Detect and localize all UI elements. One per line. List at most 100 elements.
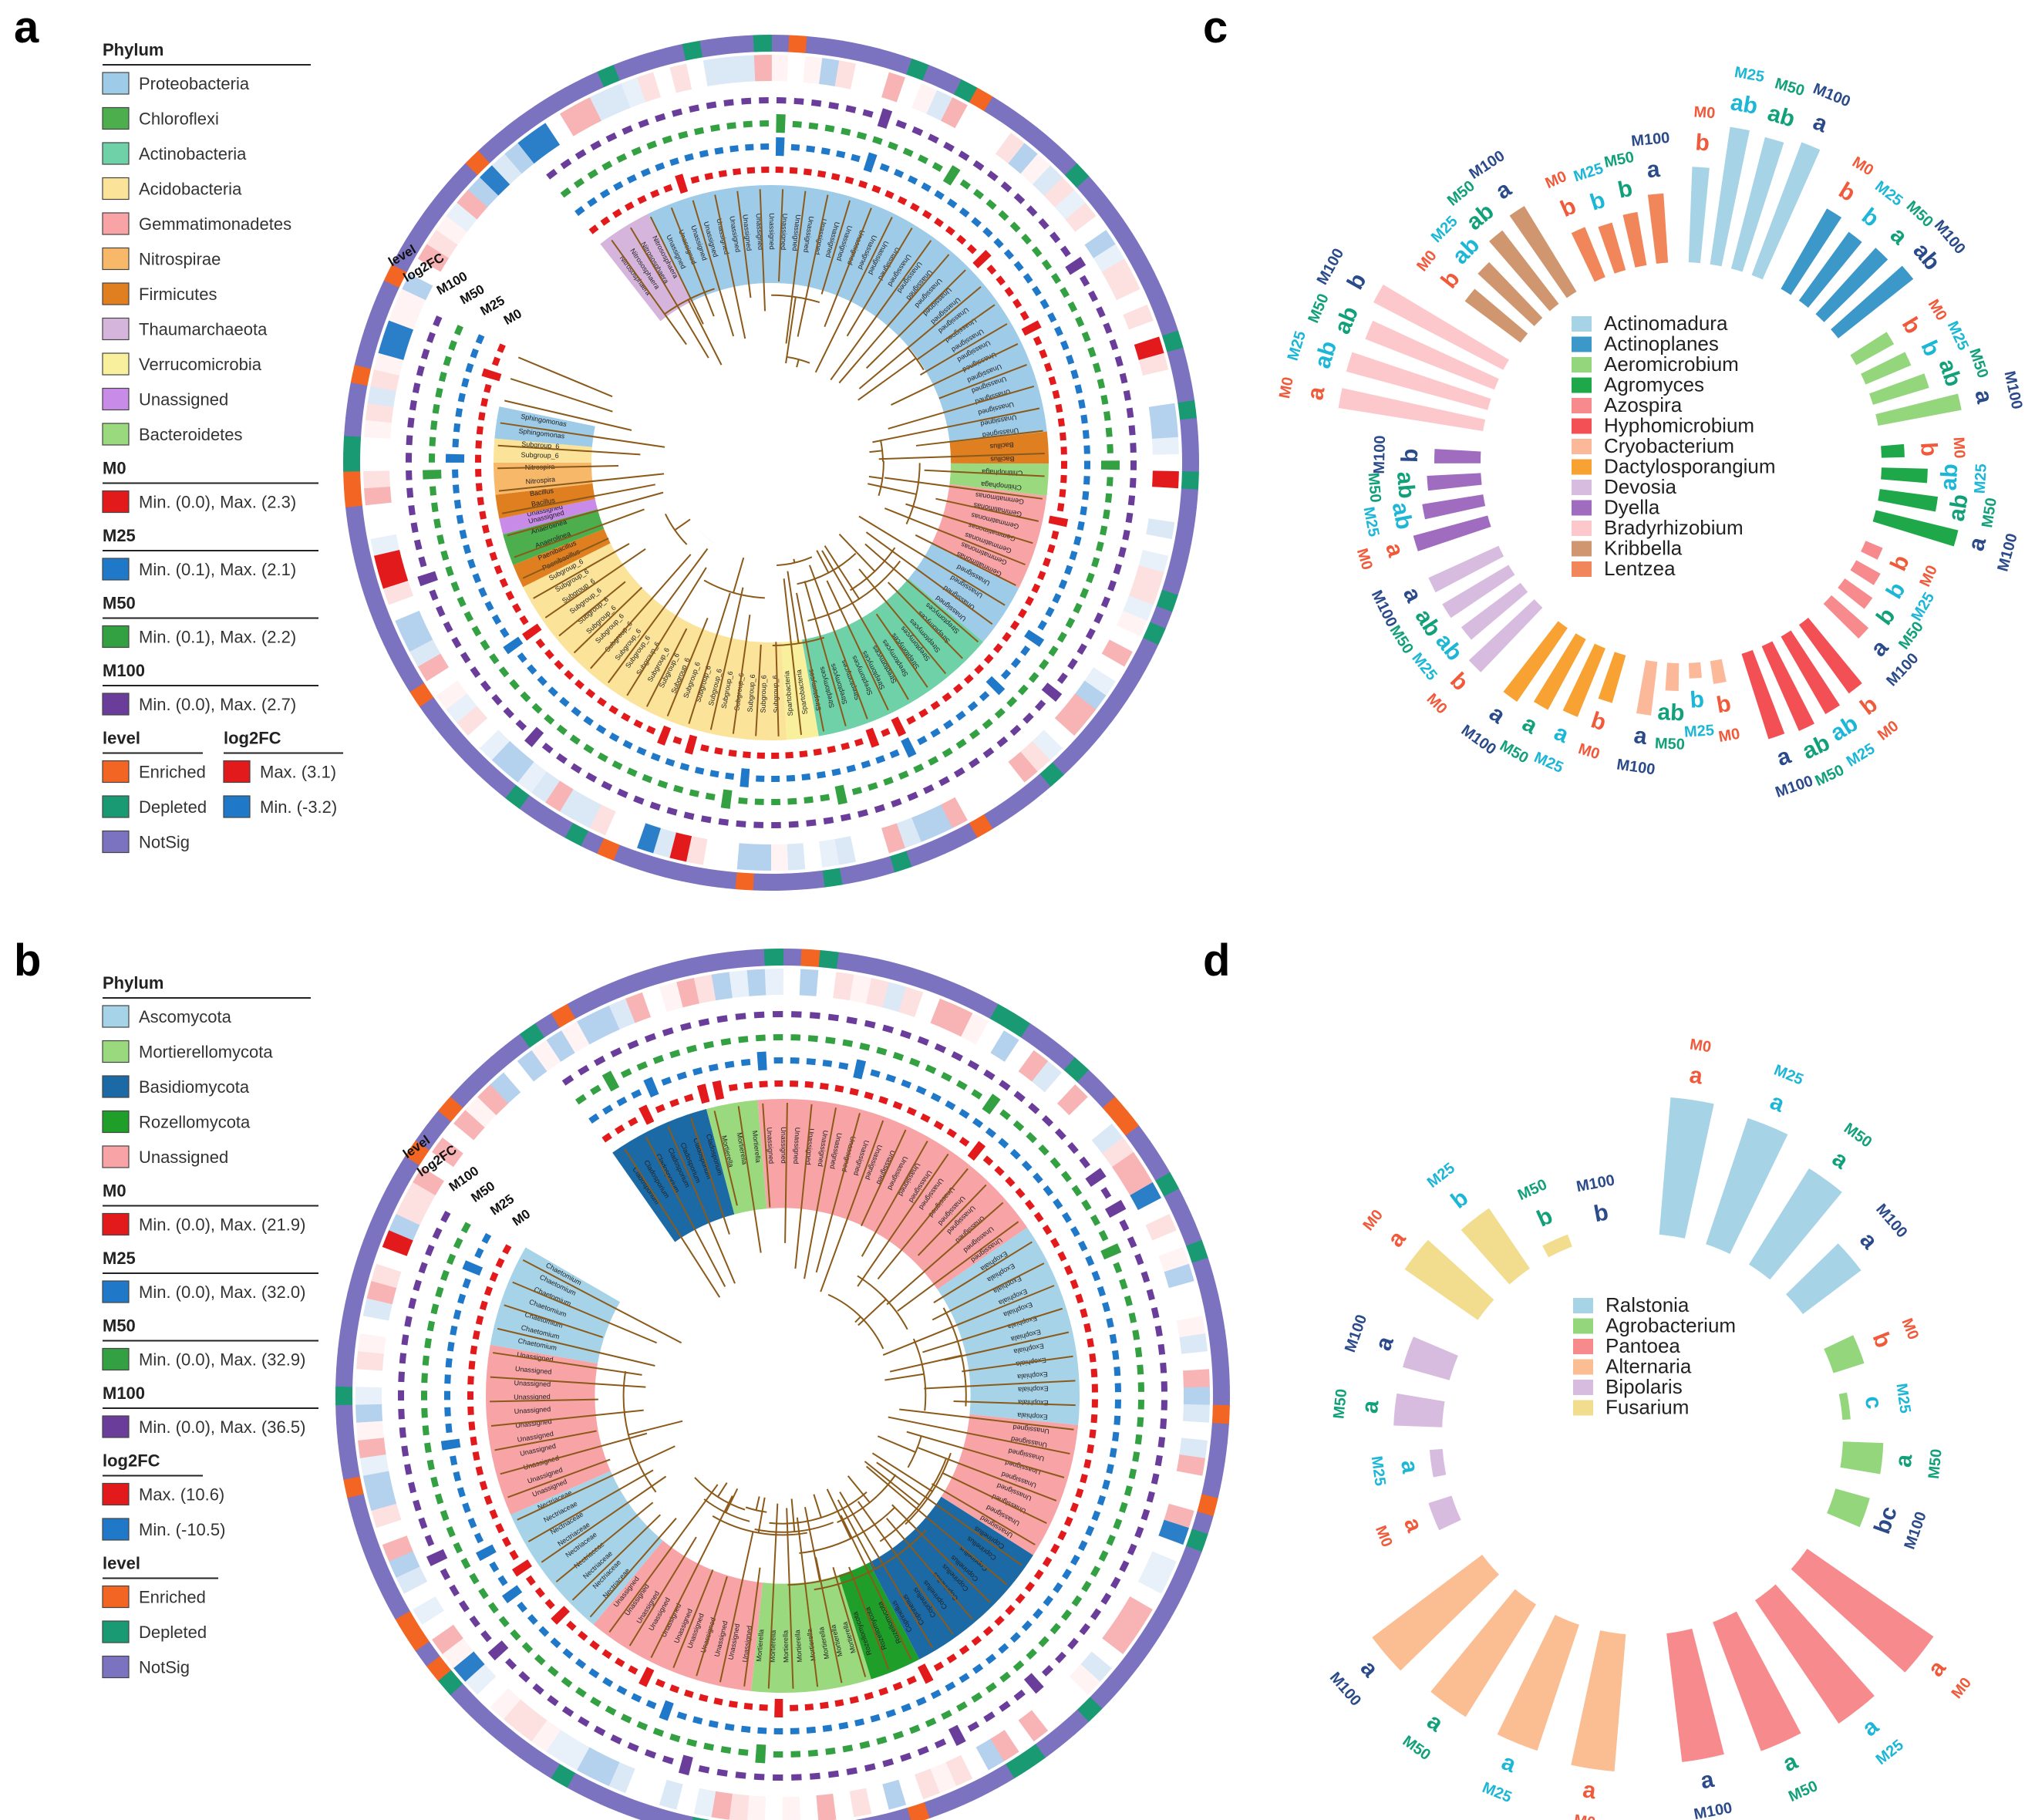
log2fc-ring-segment xyxy=(1043,177,1075,208)
tree-branch xyxy=(804,1107,837,1279)
log2fc-ring-segment xyxy=(982,123,1012,155)
abundance-ring-mark xyxy=(861,760,871,769)
level-ring-segment xyxy=(596,838,620,861)
log2fc-ring-segment xyxy=(480,164,510,196)
significance-letter: b xyxy=(1437,266,1465,293)
abundance-ring-mark xyxy=(1122,529,1130,541)
level-ring-segment xyxy=(839,40,861,61)
treatment-label: M0 xyxy=(1573,1812,1597,1820)
abundance-ring-mark xyxy=(849,1087,859,1096)
tree-branch xyxy=(522,1259,682,1344)
level-ring-segment xyxy=(1149,605,1173,629)
log2fc-ring-segment xyxy=(531,122,561,154)
log2fc-ring-segment xyxy=(479,729,510,760)
tree-branch xyxy=(888,1416,1070,1455)
level-ring-segment xyxy=(1191,1512,1214,1535)
tree-branch xyxy=(507,1458,611,1498)
abundance-ring-mark xyxy=(1090,1566,1101,1578)
tree-branch xyxy=(888,385,1035,430)
level-ring-segment xyxy=(804,870,825,890)
abundance-ring-mark xyxy=(955,1080,968,1090)
abundance-ring-mark xyxy=(876,1046,888,1056)
abundance-ring-mark xyxy=(810,1772,820,1780)
tree-branch xyxy=(590,554,692,669)
abundance-ring-mark xyxy=(863,152,878,173)
legend-heading: level xyxy=(103,729,140,748)
abundance-ring-mark xyxy=(1130,443,1137,453)
legend-swatch xyxy=(223,795,251,818)
clade-wedge xyxy=(706,1100,767,1215)
bar-pantoea-m100 xyxy=(1666,1628,1724,1762)
log2fc-ring-segment xyxy=(803,56,824,85)
bar-dyella-m100 xyxy=(1434,449,1481,463)
treatment-label: M50 xyxy=(1497,737,1531,767)
tree-branch xyxy=(858,568,947,675)
level-ring-segment xyxy=(783,949,803,966)
level-ring-segment xyxy=(352,1511,374,1535)
significance-letter: a xyxy=(1484,700,1510,729)
abundance-ring-mark xyxy=(615,1124,625,1134)
abundance-ring-mark xyxy=(1130,460,1137,470)
log2fc-ring-segment xyxy=(363,486,392,506)
abundance-ring-mark xyxy=(1154,1325,1163,1337)
level-ring-segment xyxy=(646,855,669,878)
level-ring-segment xyxy=(1201,1476,1222,1499)
log2fc-ring-segment xyxy=(421,1609,454,1640)
level-ring-segment xyxy=(1191,1257,1214,1281)
abundance-ring-mark xyxy=(982,1626,994,1636)
abundance-ring-mark xyxy=(996,736,1009,748)
level-ring-segment xyxy=(752,873,771,891)
legend-heading: M0 xyxy=(103,459,126,478)
tree-branch xyxy=(688,592,731,724)
abundance-ring-mark xyxy=(404,1316,413,1327)
abundance-ring-mark xyxy=(858,180,868,189)
legend-genus-label: Dyella xyxy=(1604,496,1660,519)
significance-letter: a xyxy=(1399,1514,1427,1535)
abundance-ring-mark xyxy=(700,744,709,753)
abundance-ring-mark xyxy=(917,1663,934,1684)
abundance-ring-mark xyxy=(761,167,770,174)
level-ring-segment xyxy=(370,1205,394,1229)
tree-branch xyxy=(743,1567,761,1687)
abundance-ring-mark xyxy=(1058,579,1068,590)
significance-letter: ab xyxy=(1447,232,1484,269)
tree-branch xyxy=(942,1472,1047,1524)
abundance-ring-mark xyxy=(595,724,607,735)
level-ring-segment xyxy=(822,38,844,58)
legend-swatch xyxy=(102,1482,130,1506)
bar-actinoplanes-m0 xyxy=(1781,208,1842,295)
abundance-ring-mark xyxy=(728,1084,738,1091)
tree-branch xyxy=(573,587,643,654)
abundance-ring-mark xyxy=(1113,1262,1123,1274)
abundance-ring-mark xyxy=(485,538,494,548)
abundance-ring-mark xyxy=(1073,602,1083,614)
significance-letter: a xyxy=(1302,385,1330,403)
treatment-label: M50 xyxy=(1400,1733,1434,1764)
log2fc-ring-segment xyxy=(1148,502,1178,524)
abundance-ring-mark xyxy=(793,97,804,105)
abundance-ring-mark xyxy=(457,596,467,608)
log2fc-ring-segment xyxy=(608,1761,635,1794)
level-ring-segment xyxy=(1178,505,1197,527)
bar-bipolaris-m50 xyxy=(1393,1393,1445,1427)
abundance-ring-mark xyxy=(1079,1623,1090,1636)
log2fc-ring-segment xyxy=(1044,1072,1076,1104)
level-ring-segment xyxy=(805,35,826,56)
tree-branch xyxy=(935,497,1039,522)
abundance-ring-mark xyxy=(729,145,739,153)
abundance-ring-mark xyxy=(663,184,673,193)
abundance-ring-mark xyxy=(1033,335,1043,346)
bar-aeromicrobium-m25 xyxy=(1861,352,1912,385)
level-ring-segment xyxy=(653,1807,676,1820)
abundance-ring-mark xyxy=(1128,425,1136,436)
abundance-ring-mark xyxy=(650,189,660,198)
abundance-ring-mark xyxy=(934,1738,947,1749)
abundance-ring-mark xyxy=(1124,1485,1133,1497)
leaf-label: Exophiala xyxy=(1017,1411,1048,1421)
abundance-ring-mark xyxy=(1048,376,1057,386)
abundance-ring-mark xyxy=(1064,565,1073,575)
abundance-ring-mark xyxy=(1028,672,1039,683)
abundance-ring-mark xyxy=(1098,1550,1109,1562)
log2fc-ring-segment xyxy=(367,385,396,407)
leaf-label: Bacillus xyxy=(990,455,1015,463)
